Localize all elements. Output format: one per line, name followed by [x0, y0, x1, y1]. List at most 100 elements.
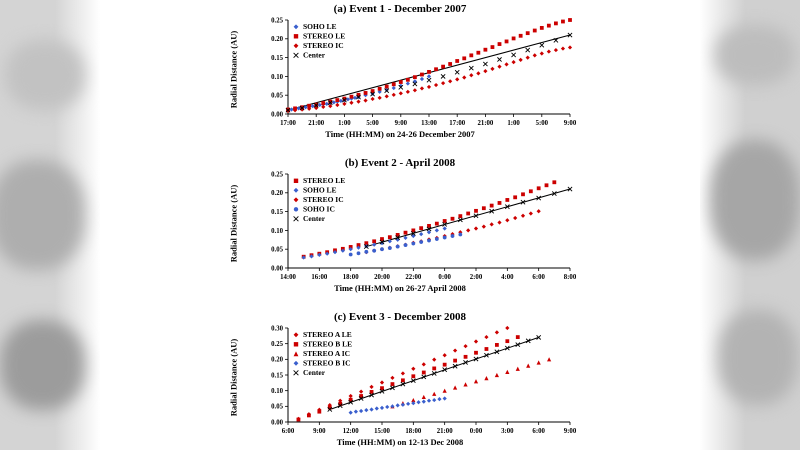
chart-event2-apr2008: (b) Event 2 - April 2008 Radial Distance…: [210, 156, 590, 296]
chart-plot-area: Radial Distance (AU) 0.00 0.05 0.10 0.15 0.2…: [210, 16, 590, 128]
y-tick-label: 0.05: [271, 93, 283, 100]
figure-panel: (a) Event 1 - December 2007 Radial Dista…: [210, 0, 590, 450]
y-ticks: 0.00 0.05 0.10 0.15 0.20 0.25: [271, 171, 288, 272]
y-tick-label: 0.10: [271, 228, 283, 235]
blur-blob: [0, 320, 85, 410]
x-tick-label: 17:00: [449, 120, 465, 127]
x-tick-label: 12:00: [343, 428, 359, 435]
series-stereo-le: [286, 18, 572, 112]
series-stereo-a-ic: [390, 357, 552, 409]
y-tick-label: 0.20: [271, 190, 283, 197]
legend-label: SOHO LE: [303, 186, 337, 195]
trend-line: [366, 188, 571, 248]
x-ticks: 6:00 9:00 12:00 15:00 18:00 21:00 0:00 3:00 6:00…: [282, 422, 577, 435]
x-tick-label: 18:00: [343, 274, 359, 281]
chart-svg: 0.00 0.05 0.10 0.15 0.20 0.25 0.30 6:00 9:00 12:0…: [271, 325, 577, 435]
y-tick-label: 0.00: [271, 419, 283, 426]
blur-blob: [718, 310, 798, 405]
chart-event1-dec2007: (a) Event 1 - December 2007 Radial Dista…: [210, 2, 590, 142]
legend-label: STEREO A IC: [303, 349, 350, 358]
x-tick-label: 22:00: [405, 274, 421, 281]
x-tick-label: 9:00: [564, 428, 577, 435]
y-tick-label: 0.25: [271, 171, 283, 178]
chart-plot-area: Radial Distance (AU) 0.00 0.05 0.10 0.15 0.2…: [210, 324, 590, 436]
chart-title: (b) Event 2 - April 2008: [344, 157, 456, 169]
x-tick-label: 13:00: [421, 120, 437, 127]
legend-label: STEREO B LE: [303, 340, 352, 349]
legend-label: Center: [303, 214, 326, 223]
x-axis-label: Time (HH:MM) on 24-26 December 2007: [325, 129, 475, 139]
chart-title: (a) Event 1 - December 2007: [333, 3, 467, 15]
series-stereo-le: [301, 180, 557, 259]
series-soho-ic: [348, 232, 463, 257]
legend-label: STEREO A LE: [303, 330, 352, 339]
y-tick-label: 0.05: [271, 404, 283, 411]
x-tick-label: 6:00: [282, 428, 295, 435]
x-tick-label: 0:00: [438, 274, 451, 281]
legend-label: SOHO IC: [303, 205, 335, 214]
y-tick-label: 0.15: [271, 372, 283, 379]
legend-label: SOHO LE: [303, 22, 337, 31]
x-tick-label: 6:00: [532, 428, 545, 435]
x-tick-label: 1:00: [507, 120, 520, 127]
x-tick-label: 21:00: [437, 428, 453, 435]
y-tick-label: 0.10: [271, 74, 283, 81]
x-tick-label: 16:00: [311, 274, 327, 281]
blur-blob: [715, 25, 795, 85]
y-tick-label: 0.30: [271, 325, 283, 332]
y-tick-label: 0.25: [271, 341, 283, 348]
legend-label: STEREO B IC: [303, 359, 351, 368]
y-tick-label: 0.25: [271, 17, 283, 24]
blur-blob: [0, 160, 85, 270]
x-tick-label: 0:00: [470, 428, 483, 435]
x-tick-label: 2:00: [470, 274, 483, 281]
x-tick-label: 14:00: [280, 274, 296, 281]
y-tick-label: 0.15: [271, 55, 283, 62]
x-tick-label: 21:00: [477, 120, 493, 127]
x-ticks: 14:00 16:00 18:00 20:00 22:00 0:00 2:00 4:00 6:0…: [280, 268, 577, 281]
background-right-blur: [700, 0, 800, 450]
chart-svg: 0.00 0.05 0.10 0.15 0.20 0.25 17:00 21:00 1:00 5:…: [271, 17, 577, 127]
series-stereo-b-le: [296, 335, 520, 422]
legend-label: Center: [303, 51, 326, 60]
x-tick-label: 9:00: [395, 120, 408, 127]
background-left-blur: [0, 0, 100, 450]
x-tick-label: 17:00: [280, 120, 296, 127]
x-axis-label: Time (HH:MM) on 26-27 April 2008: [334, 283, 466, 293]
x-ticks: 17:00 21:00 1:00 5:00 9:00 13:00 17:00 21:00 1:0…: [280, 114, 577, 127]
x-tick-label: 15:00: [374, 428, 390, 435]
y-ticks: 0.00 0.05 0.10 0.15 0.20 0.25 0.30: [271, 325, 288, 426]
x-tick-label: 20:00: [374, 274, 390, 281]
x-tick-label: 9:00: [564, 120, 577, 127]
x-tick-label: 9:00: [313, 428, 326, 435]
y-tick-label: 0.00: [271, 265, 283, 272]
y-tick-label: 0.05: [271, 247, 283, 254]
series-center: [285, 32, 573, 113]
x-tick-label: 3:00: [501, 428, 514, 435]
x-tick-label: 5:00: [366, 120, 379, 127]
y-tick-label: 0.10: [271, 388, 283, 395]
series-center: [363, 186, 573, 249]
y-tick-label: 0.20: [271, 357, 283, 364]
x-axis-label: Time (HH:MM) on 12-13 Dec 2008: [336, 437, 464, 447]
x-tick-label: 4:00: [501, 274, 514, 281]
series-center: [327, 334, 542, 412]
legend-label: STEREO IC: [303, 41, 344, 50]
legend-label: Center: [303, 368, 326, 377]
chart-event3-dec2008: (c) Event 3 - December 2008 Radial Dista…: [210, 310, 590, 450]
y-tick-label: 0.20: [271, 36, 283, 43]
y-tick-label: 0.00: [271, 111, 283, 118]
blur-blob: [5, 40, 85, 110]
legend-label: STEREO IC: [303, 195, 344, 204]
x-tick-label: 6:00: [532, 274, 545, 281]
x-tick-label: 5:00: [536, 120, 549, 127]
y-ticks: 0.00 0.05 0.10 0.15 0.20 0.25: [271, 17, 288, 118]
chart-plot-area: Radial Distance (AU) 0.00 0.05 0.10 0.15 0.2…: [210, 170, 590, 282]
x-tick-label: 1:00: [338, 120, 351, 127]
series-soho-le: [301, 226, 447, 260]
y-tick-label: 0.15: [271, 209, 283, 216]
chart-svg: 0.00 0.05 0.10 0.15 0.20 0.25 14:00 16:00 18:00 2…: [271, 171, 577, 281]
